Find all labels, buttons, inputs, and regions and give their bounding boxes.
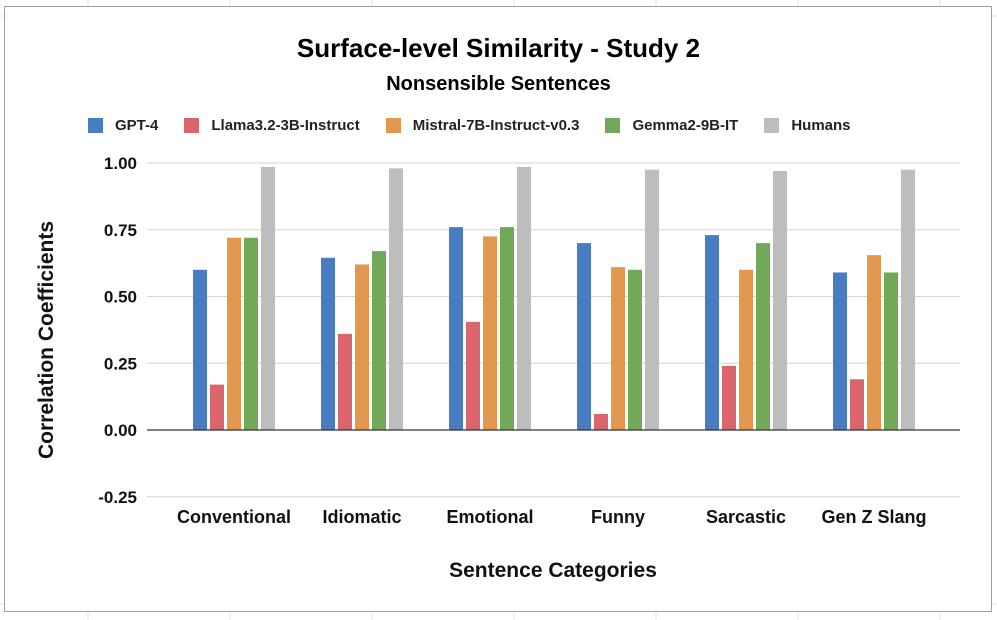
legend-swatch-humans [764,117,780,133]
y-tick-label: 0.50 [104,288,137,307]
chart-legend: GPT-4 Llama3.2-3B-Instruct Mistral-7B-In… [88,114,877,136]
legend-label-mistral: Mistral-7B-Instruct-v0.3 [412,116,580,134]
bar-llama3-2-3b-instruct-sarcastic [722,365,736,430]
bar-humans-emotional [517,167,531,430]
bars [193,167,915,431]
bar-mistral-7b-instruct-v0-3-gen-z-slang [867,255,881,430]
bar-llama3-2-3b-instruct-idiomatic [338,333,352,430]
legend-item-gpt4: GPT-4 [88,117,158,134]
legend-swatch-llama [184,117,200,133]
axis-labels: -0.25 0.00 0.25 0.50 0.75 1.00 Conventional Idi… [98,154,926,527]
legend-label-llama: Llama3.2-3B-Instruct [211,116,360,134]
bar-humans-sarcastic [773,171,787,430]
y-axis-title: Correlation Coefficients [35,221,58,459]
legend-label-gemma: Gemma2-9B-IT [632,116,739,134]
y-tick-label: 0.75 [104,221,137,240]
bar-mistral-7b-instruct-v0-3-conventional [227,237,241,430]
bar-gemma2-9b-it-sarcastic [756,243,770,430]
bar-llama3-2-3b-instruct-conventional [210,384,224,430]
x-tick-label: Conventional [177,507,291,527]
bar-mistral-7b-instruct-v0-3-sarcastic [739,269,753,430]
gridlines [147,162,960,498]
bar-llama3-2-3b-instruct-funny [594,413,608,430]
legend-swatch-mistral [385,117,401,133]
bar-gpt-4-conventional [193,269,207,430]
bar-humans-gen-z-slang [901,169,915,431]
bar-gpt-4-sarcastic [705,235,719,430]
legend-item-gemma: Gemma2-9B-IT [605,117,738,134]
bar-humans-conventional [261,167,275,430]
legend-label-gpt4: GPT-4 [115,116,159,134]
x-tick-label: Funny [591,507,645,527]
x-tick-label: Gen Z Slang [821,507,926,527]
legend-swatch-gpt4 [88,117,103,133]
bar-humans-idiomatic [389,168,403,430]
legend-swatch-gemma [605,117,621,133]
y-tick-label: 1.00 [104,154,137,173]
chart-title: Surface-level Similarity - Study 2 [296,33,701,63]
y-tick-label: -0.25 [98,488,137,507]
chart-subtitle: Nonsensible Sentences [386,73,611,95]
bar-llama3-2-3b-instruct-emotional [466,321,480,430]
bar-gemma2-9b-it-gen-z-slang [884,272,898,430]
bar-gemma2-9b-it-conventional [244,237,258,430]
legend-item-mistral: Mistral-7B-Instruct-v0.3 [385,116,580,134]
bar-mistral-7b-instruct-v0-3-funny [611,267,625,430]
bar-humans-funny [645,169,659,431]
x-tick-label: Idiomatic [322,507,401,527]
legend-label-humans: Humans [791,116,851,134]
legend-item-humans: Humans [764,116,851,134]
bar-llama3-2-3b-instruct-gen-z-slang [850,379,864,430]
x-axis-title: Sentence Categories [449,559,657,582]
x-tick-label: Sarcastic [706,507,786,527]
bar-gpt-4-funny [577,243,591,430]
bar-gpt-4-emotional [449,227,463,430]
chart-frame[interactable] [4,6,992,612]
bar-gemma2-9b-it-emotional [500,227,514,430]
x-tick-label: Emotional [446,507,533,527]
bar-gemma2-9b-it-funny [628,269,642,430]
bar-gemma2-9b-it-idiomatic [372,251,386,430]
legend-item-llama: Llama3.2-3B-Instruct [184,116,360,134]
y-tick-label: 0.00 [104,421,137,440]
y-tick-label: 0.25 [104,354,137,373]
bar-gpt-4-idiomatic [321,257,335,430]
bar-mistral-7b-instruct-v0-3-idiomatic [355,264,369,430]
bar-mistral-7b-instruct-v0-3-emotional [483,236,497,430]
bar-gpt-4-gen-z-slang [833,272,847,430]
